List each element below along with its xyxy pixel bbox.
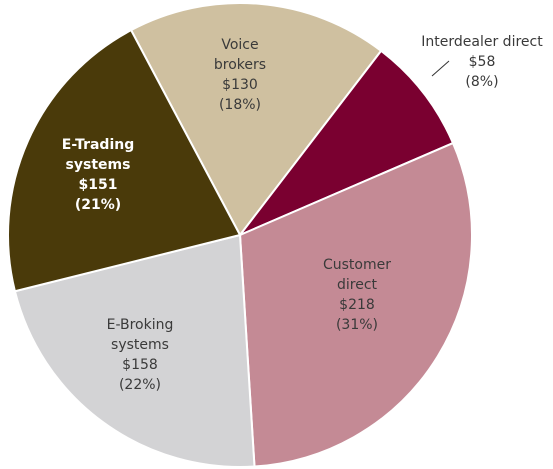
slice-label: Interdealer direct $58 (8%) [397, 32, 553, 92]
category: Interdealer direct [421, 34, 543, 50]
slice-label: E-Broking systems $158 (22%) [95, 315, 185, 395]
percent-label: (8%) [465, 74, 499, 90]
category: E-Trading systems [61, 137, 135, 173]
value-label: $58 [468, 54, 496, 70]
value-label: $130 [222, 77, 258, 93]
value-label: $218 [339, 297, 375, 313]
category: Customer direct [322, 257, 391, 293]
percent-label: (22%) [118, 377, 162, 393]
leader-line [431, 60, 450, 77]
slice-label: E-Trading systems $151 (21%) [53, 135, 143, 215]
slice-label: Voice brokers $130 (18%) [200, 35, 280, 115]
pie-slice [13, 233, 256, 468]
pie-slice [7, 28, 242, 293]
percent-label: (21%) [74, 197, 122, 213]
pie-slice [236, 49, 455, 238]
category: Voice brokers [213, 37, 267, 73]
value-label: $151 [78, 177, 118, 193]
category: E-Broking systems [106, 317, 174, 353]
percent-label: (31%) [335, 317, 379, 333]
value-label: $158 [122, 357, 158, 373]
slice-label: Customer direct $218 (31%) [312, 255, 402, 335]
pie-slice [129, 2, 383, 237]
pie-slice [238, 141, 473, 468]
percent-label: (18%) [218, 97, 262, 113]
